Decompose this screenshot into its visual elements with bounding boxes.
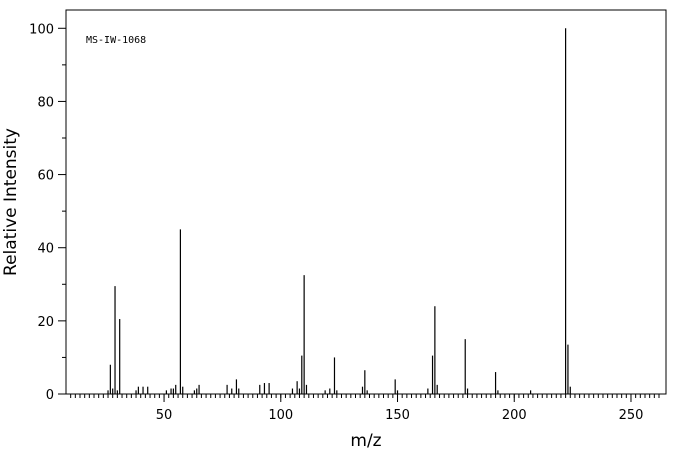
x-tick-label: 50	[156, 408, 173, 423]
x-tick-label: 150	[385, 408, 410, 423]
annotation-label: MS-IW-1068	[86, 35, 146, 46]
y-tick-label: 80	[37, 95, 54, 110]
x-axis-title: m/z	[350, 431, 381, 451]
x-minor-ticks	[70, 394, 660, 398]
y-tick-label: 100	[29, 22, 54, 37]
y-tick-label: 20	[37, 315, 54, 330]
y-tick-label: 0	[46, 388, 54, 403]
y-minor-ticks	[62, 64, 66, 358]
x-tick-label: 250	[619, 408, 644, 423]
peak-bars	[107, 28, 571, 394]
x-axis-ticks: 50 100 150 200 250	[156, 394, 644, 423]
x-tick-label: 100	[268, 408, 293, 423]
y-tick-label: 60	[37, 169, 54, 184]
y-tick-label: 40	[37, 242, 54, 257]
x-tick-label: 200	[502, 408, 527, 423]
plot-frame	[65, 9, 667, 395]
y-axis-title: Relative Intensity	[1, 128, 21, 276]
y-axis-ticks: 0 20 40 60 80 100	[29, 22, 66, 403]
